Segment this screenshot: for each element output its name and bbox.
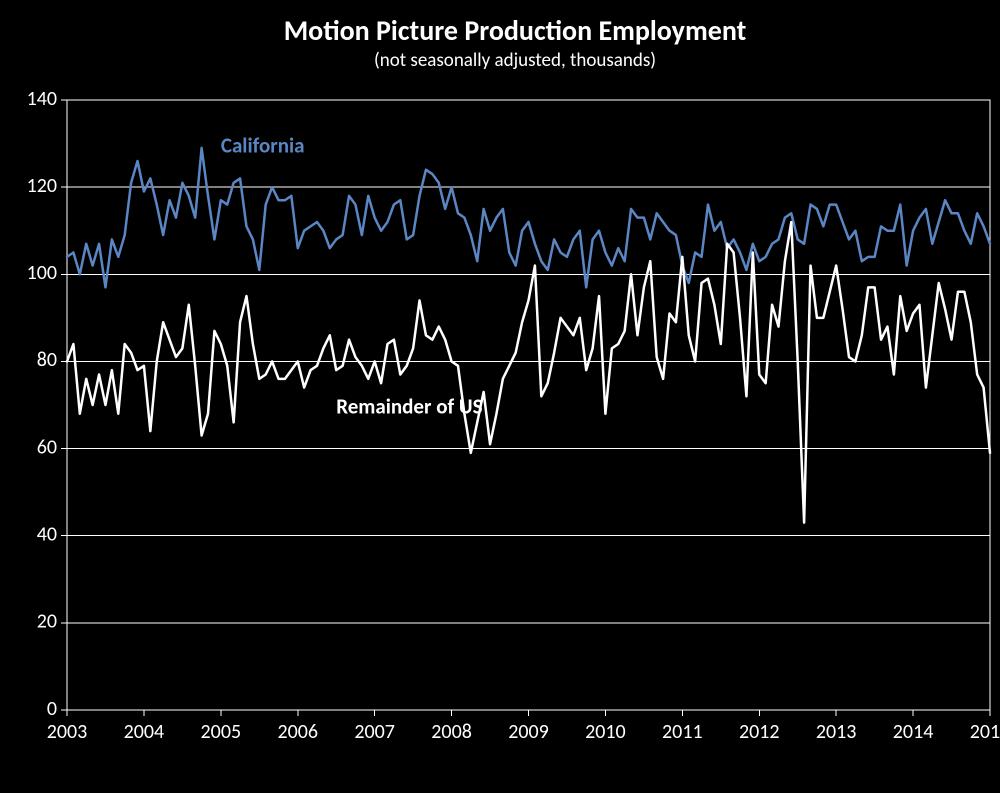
svg-text:2013: 2013 [816, 720, 857, 744]
svg-text:80: 80 [37, 348, 57, 372]
svg-text:2004: 2004 [124, 720, 165, 744]
svg-text:2006: 2006 [277, 720, 318, 744]
svg-text:2011: 2011 [662, 720, 703, 744]
svg-text:100: 100 [27, 261, 57, 285]
svg-text:2009: 2009 [508, 720, 549, 744]
svg-text:20: 20 [37, 610, 57, 634]
svg-text:2015: 2015 [970, 720, 1000, 744]
svg-text:60: 60 [37, 435, 57, 459]
svg-text:120: 120 [27, 174, 57, 198]
chart-title: Motion Picture Production Employment [284, 13, 747, 48]
chart-container: 0 20 40 60 80 100 120 140 2003 2004 2005 2006 2007 20… [0, 0, 1000, 793]
series-label-california: California [221, 132, 305, 158]
svg-text:2005: 2005 [201, 720, 242, 744]
line-chart: 0 20 40 60 80 100 120 140 2003 2004 2005 2006 2007 20… [0, 0, 1000, 793]
series-label-remainder-of-us: Remainder of US [336, 394, 482, 420]
svg-text:2014: 2014 [893, 720, 934, 744]
svg-text:2010: 2010 [585, 720, 626, 744]
svg-text:2008: 2008 [431, 720, 472, 744]
svg-text:0: 0 [47, 697, 57, 721]
svg-text:140: 140 [27, 87, 57, 111]
svg-text:2007: 2007 [354, 720, 395, 744]
chart-subtitle: (not seasonally adjusted, thousands) [374, 49, 656, 72]
svg-text:2012: 2012 [739, 720, 780, 744]
svg-text:2003: 2003 [47, 720, 88, 744]
svg-text:40: 40 [37, 522, 57, 546]
